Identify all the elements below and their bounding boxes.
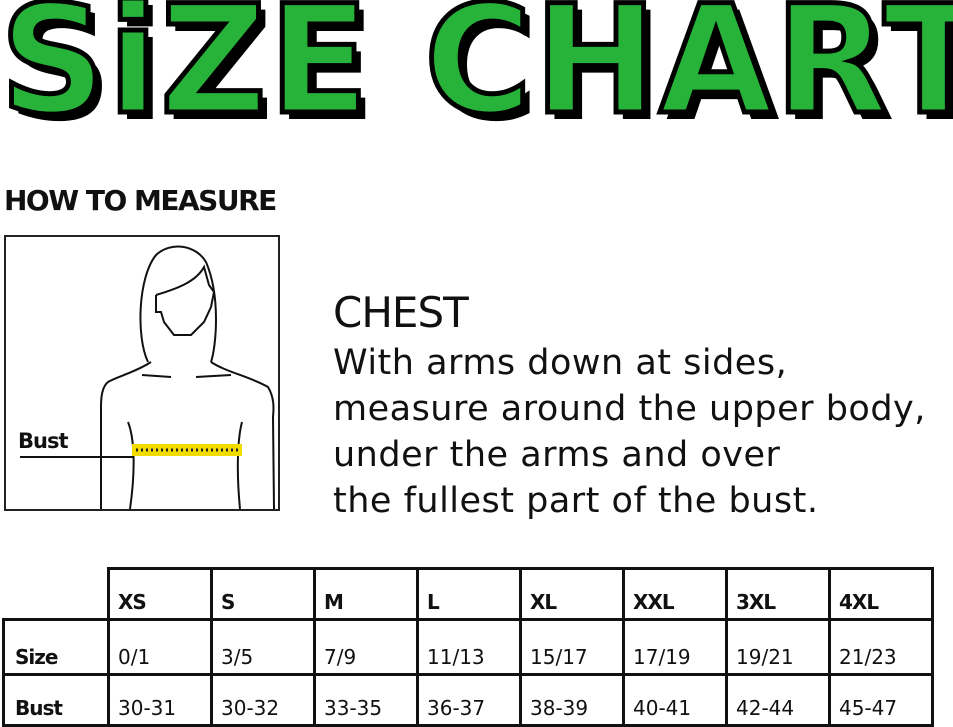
instruction-line: With arms down at sides,	[333, 343, 788, 383]
table-cell: 38-39	[519, 673, 625, 727]
header-4xl: 4XL	[828, 567, 934, 621]
table-cell: 17/19	[622, 618, 728, 676]
table-cell: 30-31	[107, 673, 213, 727]
table-cell: 45-47	[828, 673, 934, 727]
size-table: XS S M L XL XXL 3XL 4XL Size 0/1 3/5 7/9…	[2, 567, 934, 727]
header-s: S	[210, 567, 316, 621]
header-l: L	[416, 567, 522, 621]
table-row: Size 0/1 3/5 7/9 11/13 15/17 17/19 19/21…	[2, 618, 934, 676]
instruction-line: measure around the upper body,	[333, 389, 926, 429]
page-title: SiZE CHART	[0, 0, 953, 148]
table-cell: 11/13	[416, 618, 522, 676]
row-label-size: Size	[2, 618, 110, 676]
table-cell: 0/1	[107, 618, 213, 676]
chest-instructions: With arms down at sides, measure around …	[333, 340, 926, 524]
table-row: Bust 30-31 30-32 33-35 36-37 38-39 40-41…	[2, 673, 934, 727]
table-cell: 36-37	[416, 673, 522, 727]
woman-outline-icon	[20, 245, 275, 510]
header-3xl: 3XL	[725, 567, 831, 621]
header-xxl: XXL	[622, 567, 728, 621]
chest-heading: CHEST	[333, 288, 469, 337]
table-cell: 30-32	[210, 673, 316, 727]
table-cell: 19/21	[725, 618, 831, 676]
table-cell: 40-41	[622, 673, 728, 727]
table-cell: 42-44	[725, 673, 831, 727]
instruction-line: under the arms and over	[333, 435, 781, 475]
header-xs: XS	[107, 567, 213, 621]
how-to-measure-heading: HOW TO MEASURE	[4, 184, 277, 217]
measurement-illustration: Bust	[4, 235, 280, 511]
instruction-line: the fullest part of the bust.	[333, 481, 819, 521]
header-xl: XL	[519, 567, 625, 621]
table-cell: 15/17	[519, 618, 625, 676]
table-header-row: XS S M L XL XXL 3XL 4XL	[3, 567, 934, 621]
header-m: M	[313, 567, 419, 621]
table-cell: 21/23	[828, 618, 934, 676]
table-cell: 33-35	[313, 673, 419, 727]
table-cell: 7/9	[313, 618, 419, 676]
row-label-bust: Bust	[2, 673, 110, 727]
table-cell: 3/5	[210, 618, 316, 676]
bust-label: Bust	[18, 429, 68, 453]
